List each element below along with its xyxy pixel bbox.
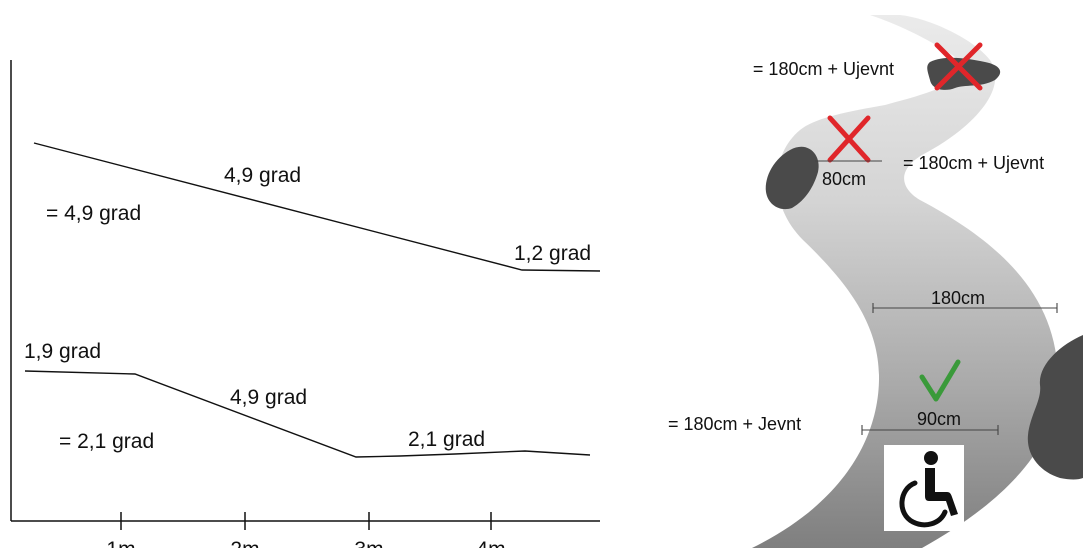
full-width-label: 180cm bbox=[931, 288, 985, 308]
profile-top-line bbox=[33, 142, 601, 272]
profile-bottom-segment-3-label: 2,1 grad bbox=[408, 428, 485, 451]
profile-bottom-segment-2-label: 4,9 grad bbox=[230, 386, 307, 409]
obstacle-left bbox=[765, 146, 819, 210]
cross-icon bbox=[934, 42, 983, 91]
profile-bottom-line bbox=[24, 370, 591, 458]
profile-top: 4,9 grad 1,2 grad = 4,9 grad bbox=[33, 142, 601, 272]
profile-top-summary: = 4,9 grad bbox=[46, 202, 141, 225]
check-icon bbox=[919, 359, 961, 402]
profile-top-segment-1-label: 4,9 grad bbox=[224, 164, 301, 187]
x-tick-label: 2m bbox=[230, 538, 259, 548]
cross-icon bbox=[827, 115, 871, 163]
path-diagram: = 180cm + Ujevnt = 180cm + Ujevnt 80cm 1… bbox=[668, 15, 1083, 548]
slope-diagram: 1m 2m 3m 4m 4,9 grad 1,2 grad = 4,9 grad… bbox=[10, 60, 601, 553]
x-tick-label: 3m bbox=[354, 538, 383, 548]
x-tick-label: 1m bbox=[106, 538, 135, 548]
x-tick-label: 4m bbox=[476, 538, 505, 548]
profile-bottom-summary: = 2,1 grad bbox=[59, 430, 154, 453]
path-bottom-label: = 180cm + Jevnt bbox=[668, 414, 801, 434]
profile-bottom-segment-1-label: 1,9 grad bbox=[24, 340, 101, 363]
wheelchair-icon bbox=[884, 445, 964, 531]
obstacle-right bbox=[1027, 335, 1083, 480]
profile-top-segment-2-label: 1,2 grad bbox=[514, 242, 591, 265]
path-middle-label: = 180cm + Ujevnt bbox=[903, 153, 1044, 173]
winding-path bbox=[752, 15, 1059, 548]
x-ticks: 1m 2m 3m 4m bbox=[106, 512, 506, 553]
ok-width-label: 90cm bbox=[917, 409, 961, 429]
profile-bottom: 1,9 grad 4,9 grad 2,1 grad = 2,1 grad bbox=[24, 340, 591, 458]
path-top-label: = 180cm + Ujevnt bbox=[753, 59, 894, 79]
narrow-width-label: 80cm bbox=[822, 169, 866, 189]
